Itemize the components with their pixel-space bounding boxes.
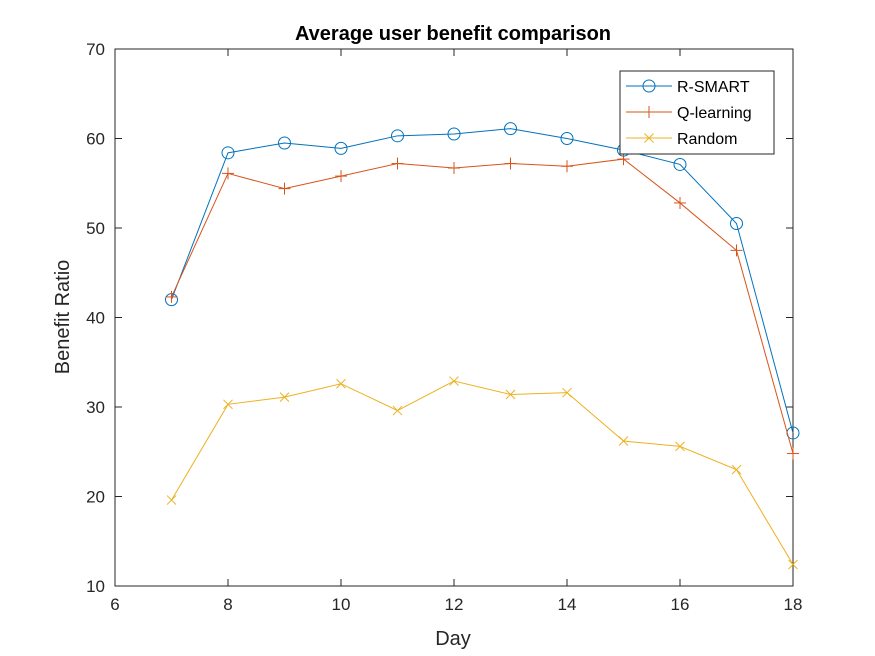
y-axis-title: Benefit Ratio: [52, 260, 74, 375]
data-point-r-smart: [391, 129, 404, 143]
legend-marker: [643, 106, 655, 118]
data-point-q-learning: [674, 196, 686, 209]
data-point-r-smart: [221, 146, 235, 160]
series-layer: [165, 122, 800, 570]
data-point-r-smart: [278, 136, 291, 150]
data-point-q-learning: [335, 170, 347, 183]
legend-label: Random: [677, 131, 737, 148]
y-tick-label: 70: [86, 40, 105, 59]
series-line-r-smart: [171, 128, 794, 434]
y-tick-label: 20: [86, 488, 105, 507]
y-tick-label: 10: [86, 577, 105, 596]
data-point-r-smart: [334, 141, 348, 155]
data-point-r-smart: [730, 217, 743, 231]
legend-marker: [644, 133, 654, 143]
legend-item-r-smart: R-SMART: [626, 79, 750, 96]
x-tick-label: 12: [445, 595, 464, 614]
data-point-random: [279, 392, 290, 403]
data-point-r-smart: [560, 132, 574, 145]
y-tick-label: 50: [86, 219, 105, 238]
data-point-r-smart: [447, 127, 461, 141]
data-point-q-learning: [617, 153, 630, 166]
data-point-q-learning: [278, 182, 291, 195]
data-point-random: [392, 405, 403, 416]
data-point-random: [505, 389, 516, 400]
x-tick-label: 8: [223, 595, 232, 614]
data-point-q-learning: [787, 447, 799, 460]
x-axis-title: Day: [435, 628, 471, 650]
x-tick-label: 6: [110, 595, 119, 614]
series-line-q-learning: [171, 158, 794, 454]
x-tick-label: 14: [558, 595, 577, 614]
x-tick-label: 18: [784, 595, 803, 614]
y-tick-label: 60: [86, 130, 105, 149]
data-point-random: [731, 464, 742, 475]
legend-item-q-learning: Q-learning: [626, 105, 752, 122]
y-tick-label: 30: [86, 398, 105, 417]
data-point-random: [562, 387, 572, 398]
series-q-learning: [165, 153, 799, 460]
axis-ticks: 6 8 10 12 14 16 18 10 20 30 40 50 60 70: [86, 40, 802, 614]
data-point-r-smart: [504, 122, 517, 136]
data-point-random: [223, 399, 233, 410]
data-point-random: [675, 441, 685, 452]
data-point-q-learning: [222, 167, 234, 180]
data-point-random: [618, 436, 629, 446]
legend-item-random: Random: [626, 131, 737, 148]
series-line-random: [171, 380, 794, 565]
legend-label: Q-learning: [677, 105, 752, 122]
data-point-r-smart: [673, 157, 687, 171]
data-point-q-learning: [165, 290, 178, 303]
data-point-q-learning: [391, 157, 404, 170]
x-tick-label: 16: [671, 595, 690, 614]
x-tick-label: 10: [332, 595, 351, 614]
data-point-random: [336, 378, 346, 389]
data-point-q-learning: [504, 157, 517, 170]
legend-marker: [642, 79, 656, 93]
data-point-q-learning: [448, 162, 460, 175]
legend-label: R-SMART: [677, 79, 750, 96]
chart-title: Average user benefit comparison: [295, 23, 611, 45]
legend: R-SMART Q-learning Random: [619, 70, 775, 155]
data-point-random: [449, 376, 459, 386]
data-point-random: [788, 559, 798, 570]
y-tick-label: 40: [86, 309, 105, 328]
series-random: [166, 376, 798, 570]
data-point-q-learning: [730, 244, 743, 257]
data-point-random: [166, 495, 177, 505]
data-point-q-learning: [561, 160, 573, 173]
